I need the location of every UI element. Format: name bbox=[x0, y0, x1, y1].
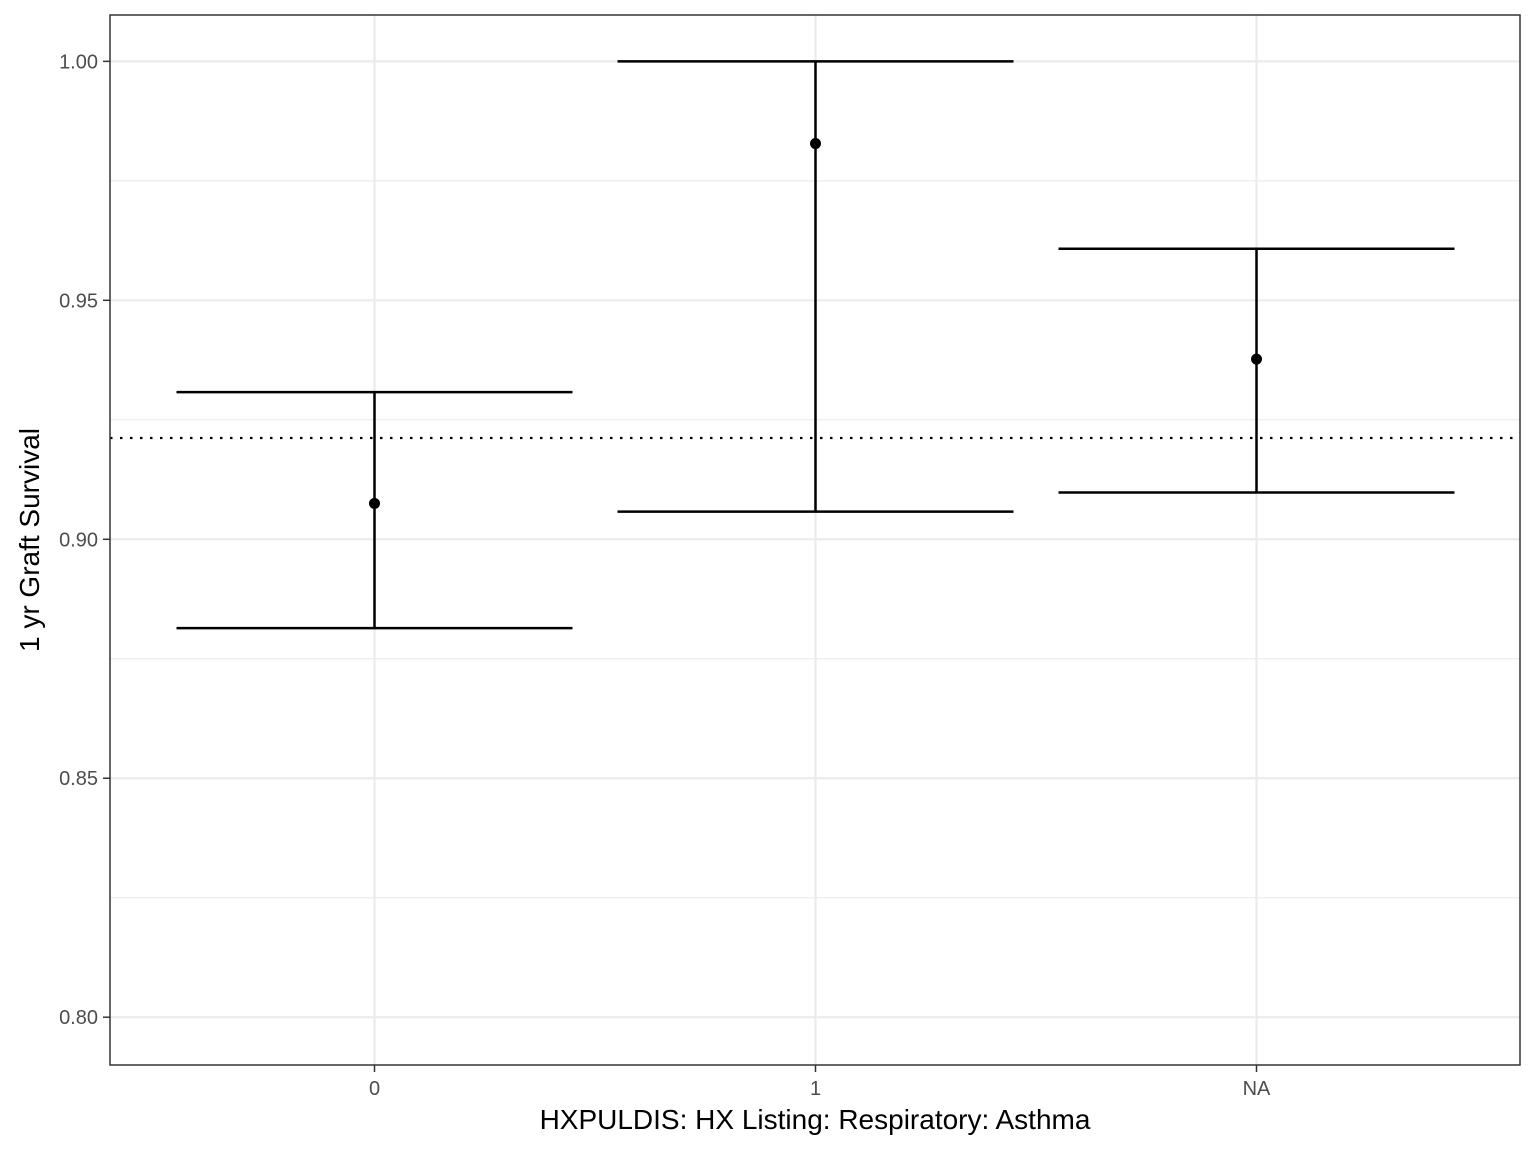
x-tick-label: NA bbox=[1243, 1078, 1271, 1100]
point-estimate-0 bbox=[369, 497, 380, 509]
y-tick-label: 0.85 bbox=[59, 768, 98, 790]
x-tick-label: 0 bbox=[369, 1078, 380, 1100]
y-axis-title: 1 yr Graft Survival bbox=[14, 428, 45, 652]
y-tick-label: 0.90 bbox=[59, 529, 98, 551]
y-tick-label: 0.80 bbox=[59, 1007, 98, 1029]
point-estimate-NA bbox=[1251, 353, 1262, 365]
x-axis-title: HXPULDIS: HX Listing: Respiratory: Asthm… bbox=[540, 1104, 1091, 1135]
errorbar-layer bbox=[176, 60, 1455, 630]
tick-layer: 0.80 0.85 0.90 0.95 1.00 0 1 NA bbox=[59, 51, 1271, 1100]
y-tick-label: 1.00 bbox=[59, 51, 98, 73]
x-tick-label: 1 bbox=[810, 1078, 821, 1100]
y-tick-label: 0.95 bbox=[59, 290, 98, 312]
point-estimate-1 bbox=[810, 138, 821, 150]
